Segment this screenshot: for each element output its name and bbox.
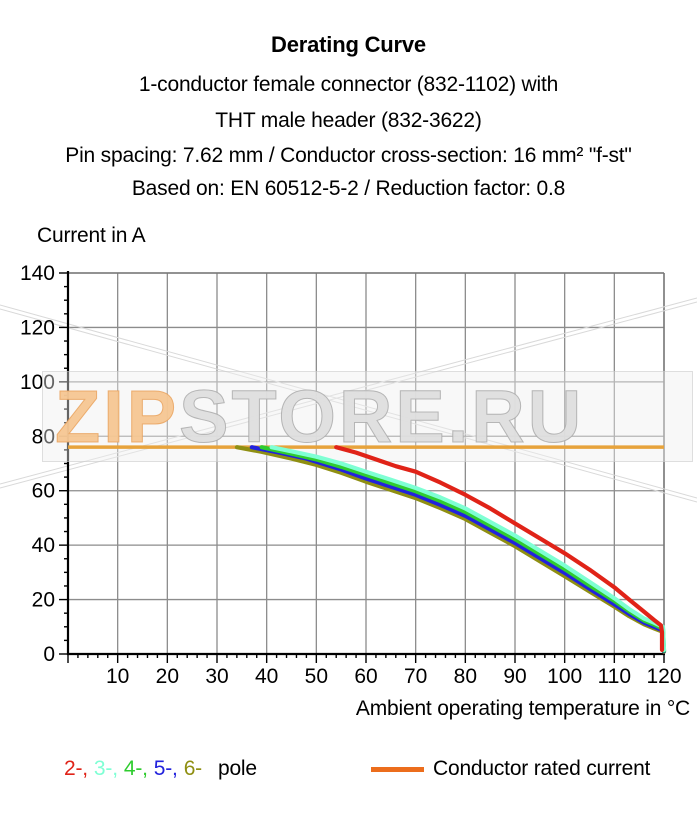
x-tick-label: 50 [305, 665, 328, 688]
y-tick-label: 120 [20, 316, 55, 339]
x-tick-label: 120 [646, 665, 681, 688]
legend-poles: 2-, 3-, 4-, 5-, 6- pole [64, 757, 257, 781]
x-tick-labels: 10 20 30 40 50 60 70 80 90 100 110 120 [106, 665, 682, 688]
x-tick-label: 10 [106, 665, 129, 688]
subtitle-line-3: Pin spacing: 7.62 mm / Conductor cross-s… [65, 144, 632, 167]
x-tick-label: 100 [547, 665, 582, 688]
curve-6-pole [234, 445, 667, 654]
subtitle-line-1: 1-conductor female connector (832-1102) … [138, 73, 559, 96]
y-tick-label: 60 [32, 480, 55, 503]
y-tick-label: 20 [32, 589, 55, 612]
x-tick-label: 60 [354, 665, 377, 688]
y-tick-label: 40 [32, 534, 55, 557]
x-tick-label: 90 [503, 665, 526, 688]
y-tick-label: 140 [20, 262, 55, 285]
curve-5-pole [249, 445, 667, 654]
legend-pole-item: 6- [183, 757, 202, 780]
x-tick-label: 110 [598, 665, 631, 688]
rated-current-label: Conductor rated current [433, 757, 651, 780]
axis-ticks [59, 272, 665, 663]
derating-curves [234, 445, 667, 654]
subtitle-line-4: Based on: EN 60512-5-2 / Reduction facto… [131, 177, 566, 200]
rated-current-swatch [371, 766, 424, 772]
watermark-zip: ZIP [54, 374, 180, 458]
gridlines [68, 272, 665, 654]
x-tick-label: 40 [255, 665, 278, 688]
watermark: ZIP STORE.RU [42, 371, 693, 462]
x-tick-label: 80 [454, 665, 477, 688]
legend-rated: Conductor rated current [371, 757, 650, 781]
x-tick-label: 20 [156, 665, 179, 688]
legend-pole-item: 4-, [123, 757, 148, 780]
legend-pole-item: 5-, [153, 757, 178, 780]
legend-pole-item: 3-, [93, 757, 118, 780]
x-tick-label: 30 [205, 665, 228, 688]
curve-2-pole [334, 445, 665, 653]
y-axis-title: Current in A [37, 224, 146, 247]
curve-4-pole [259, 445, 667, 653]
subtitle-line-2: THT male header (832-3622) [215, 109, 482, 132]
x-tick-label: 70 [404, 665, 427, 688]
chart-title: Derating Curve [271, 32, 426, 57]
legend-pole-suffix: pole [217, 757, 257, 780]
x-axis-title: Ambient operating temperature in °C [355, 697, 690, 720]
legend-pole-item: 2-, [64, 757, 88, 780]
curve-3-pole [269, 445, 667, 653]
watermark-store: STORE.RU [179, 374, 585, 458]
y-tick-label: 0 [43, 643, 55, 666]
